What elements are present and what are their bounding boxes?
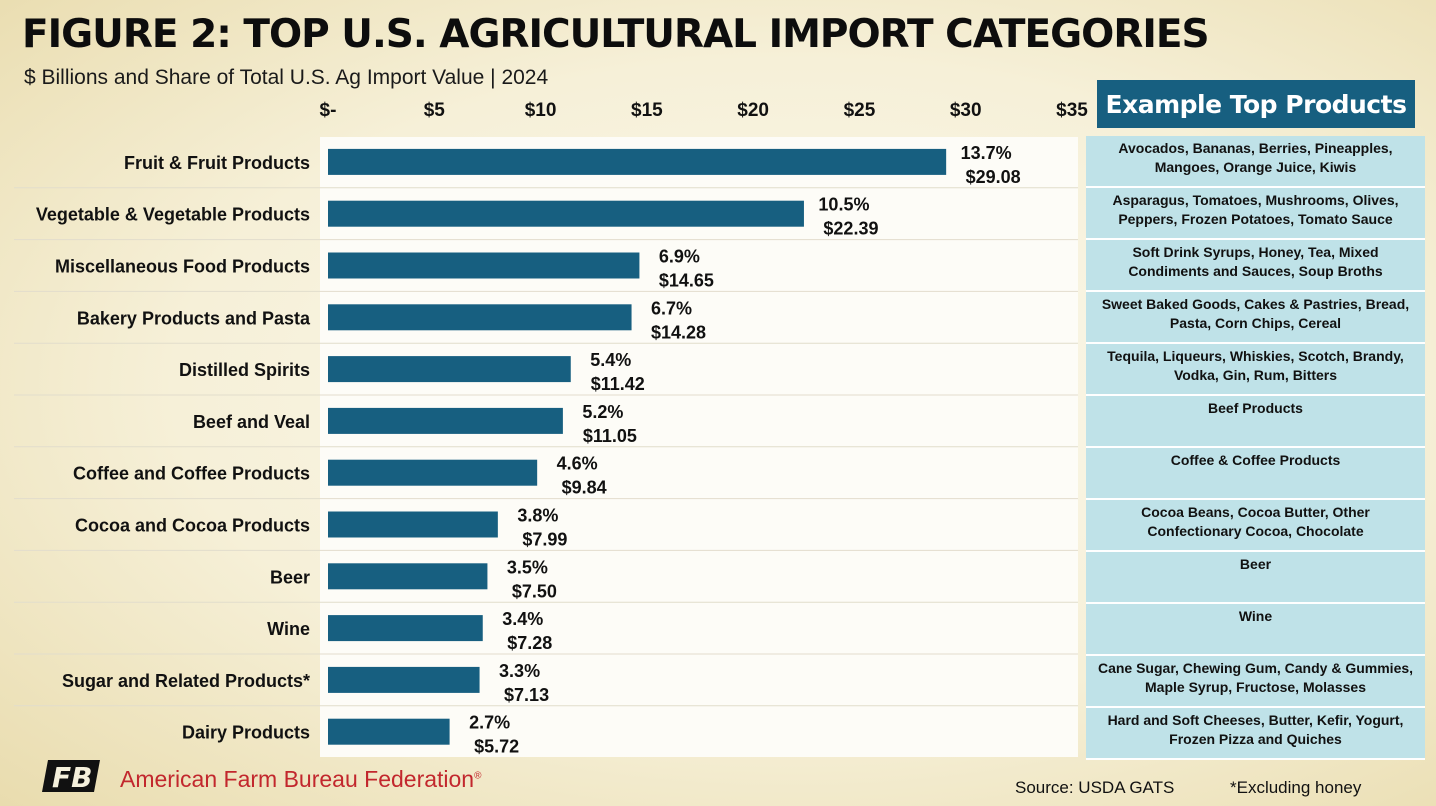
value-label: $5.72 bbox=[474, 737, 519, 757]
organization-label: American Farm Bureau Federation bbox=[120, 766, 475, 792]
bar bbox=[328, 563, 488, 590]
x-tick-label: $20 bbox=[737, 100, 769, 121]
product-text: Tequila, Liqueurs, Whiskies, Scotch, Bra… bbox=[1107, 348, 1404, 383]
x-tick-label: $30 bbox=[950, 100, 982, 121]
value-label: $7.28 bbox=[507, 633, 552, 653]
category-label: Cocoa and Cocoa Products bbox=[75, 516, 310, 536]
product-text: Avocados, Bananas, Berries, Pineapples, … bbox=[1118, 140, 1393, 175]
bar bbox=[328, 148, 947, 175]
product-text: Cane Sugar, Chewing Gum, Candy & Gummies… bbox=[1097, 660, 1414, 695]
farm-bureau-logo-icon: FB bbox=[42, 760, 100, 794]
value-label: $7.13 bbox=[504, 685, 549, 705]
value-label: $14.28 bbox=[651, 322, 706, 342]
product-text: Sweet Baked Goods, Cakes & Pastries, Bre… bbox=[1101, 296, 1410, 331]
product-row: Asparagus, Tomatoes, Mushrooms, Olives, … bbox=[1086, 188, 1425, 240]
bar bbox=[328, 718, 450, 745]
x-tick-label: $15 bbox=[631, 100, 663, 121]
bar bbox=[328, 200, 804, 227]
value-label: $7.50 bbox=[512, 581, 557, 601]
value-label: $29.08 bbox=[966, 167, 1021, 187]
share-label: 13.7% bbox=[961, 143, 1012, 163]
chart-subtitle: $ Billions and Share of Total U.S. Ag Im… bbox=[24, 66, 549, 89]
value-label: $11.05 bbox=[583, 426, 637, 446]
category-label: Coffee and Coffee Products bbox=[73, 464, 310, 484]
product-text: Cocoa Beans, Cocoa Butter, Other Confect… bbox=[1141, 504, 1370, 539]
share-label: 6.9% bbox=[659, 247, 700, 267]
chart-title: FIGURE 2: TOP U.S. AGRICULTURAL IMPORT C… bbox=[22, 12, 1210, 57]
share-label: 5.4% bbox=[590, 350, 631, 370]
bar bbox=[328, 356, 571, 383]
category-label: Beer bbox=[270, 567, 310, 587]
x-tick-label: $5 bbox=[424, 100, 446, 121]
category-label: Miscellaneous Food Products bbox=[55, 257, 310, 277]
trademark-symbol: ® bbox=[474, 770, 482, 782]
share-label: 6.7% bbox=[651, 298, 692, 318]
bar bbox=[328, 459, 538, 486]
product-text: Soft Drink Syrups, Honey, Tea, Mixed Con… bbox=[1128, 244, 1383, 279]
category-label: Wine bbox=[267, 619, 310, 639]
product-text: Coffee & Coffee Products bbox=[1170, 452, 1341, 468]
product-row: Sweet Baked Goods, Cakes & Pastries, Bre… bbox=[1086, 292, 1425, 344]
product-row: Tequila, Liqueurs, Whiskies, Scotch, Bra… bbox=[1086, 344, 1425, 396]
category-label: Sugar and Related Products* bbox=[62, 671, 310, 691]
share-label: 3.5% bbox=[507, 557, 548, 577]
x-tick-label: $- bbox=[320, 100, 337, 121]
share-label: 3.3% bbox=[499, 661, 540, 681]
product-row: Cane Sugar, Chewing Gum, Candy & Gummies… bbox=[1086, 656, 1425, 708]
share-label: 3.4% bbox=[502, 609, 543, 629]
category-label: Dairy Products bbox=[182, 723, 310, 743]
product-text: Beer bbox=[1239, 556, 1272, 572]
share-label: 5.2% bbox=[582, 402, 623, 422]
product-row: Hard and Soft Cheeses, Butter, Kefir, Yo… bbox=[1086, 708, 1425, 760]
product-row: Beef Products bbox=[1086, 396, 1425, 448]
product-row: Wine bbox=[1086, 604, 1425, 656]
value-label: $14.65 bbox=[659, 271, 714, 291]
bar bbox=[328, 615, 483, 642]
x-tick-label: $25 bbox=[844, 100, 876, 121]
bar bbox=[328, 304, 632, 331]
products-header: Example Top Products bbox=[1097, 80, 1415, 128]
product-row: Soft Drink Syrups, Honey, Tea, Mixed Con… bbox=[1086, 240, 1425, 292]
value-label: $7.99 bbox=[522, 530, 567, 550]
product-text: Asparagus, Tomatoes, Mushrooms, Olives, … bbox=[1112, 192, 1399, 227]
share-label: 3.8% bbox=[517, 506, 558, 526]
product-row: Beer bbox=[1086, 552, 1425, 604]
bar bbox=[328, 511, 498, 538]
value-label: $9.84 bbox=[562, 478, 607, 498]
bar-chart: $- $5 $10 $15 $20 $25 $30 $35 Fruit & Fruit Prod… bbox=[14, 100, 1088, 757]
product-row: Coffee & Coffee Products bbox=[1086, 448, 1425, 500]
category-label: Fruit & Fruit Products bbox=[124, 153, 310, 173]
value-label: $22.39 bbox=[823, 219, 878, 239]
bar bbox=[328, 407, 563, 434]
product-text: Hard and Soft Cheeses, Butter, Kefir, Yo… bbox=[1107, 712, 1404, 747]
share-label: 10.5% bbox=[818, 195, 869, 215]
product-text: Beef Products bbox=[1208, 400, 1303, 416]
value-label: $11.42 bbox=[591, 374, 645, 394]
bar bbox=[328, 666, 480, 693]
product-text: Wine bbox=[1238, 608, 1273, 624]
category-label: Beef and Veal bbox=[193, 412, 310, 432]
category-label: Vegetable & Vegetable Products bbox=[36, 205, 310, 225]
bar bbox=[328, 252, 640, 279]
x-tick-label: $35 bbox=[1056, 100, 1088, 121]
category-label: Bakery Products and Pasta bbox=[77, 308, 311, 328]
share-label: 2.7% bbox=[469, 713, 510, 733]
product-row: Cocoa Beans, Cocoa Butter, Other Confect… bbox=[1086, 500, 1425, 552]
share-label: 4.6% bbox=[557, 454, 598, 474]
logo-letters: FB bbox=[52, 761, 92, 794]
source-note: Source: USDA GATS bbox=[1015, 778, 1175, 797]
product-row: Avocados, Bananas, Berries, Pineapples, … bbox=[1086, 136, 1425, 188]
category-label: Distilled Spirits bbox=[179, 360, 310, 380]
organization-name: American Farm Bureau Federation® bbox=[120, 766, 481, 793]
footnote: *Excluding honey bbox=[1230, 778, 1362, 797]
x-tick-label: $10 bbox=[525, 100, 557, 121]
products-list: Avocados, Bananas, Berries, Pineapples, … bbox=[1086, 136, 1425, 760]
